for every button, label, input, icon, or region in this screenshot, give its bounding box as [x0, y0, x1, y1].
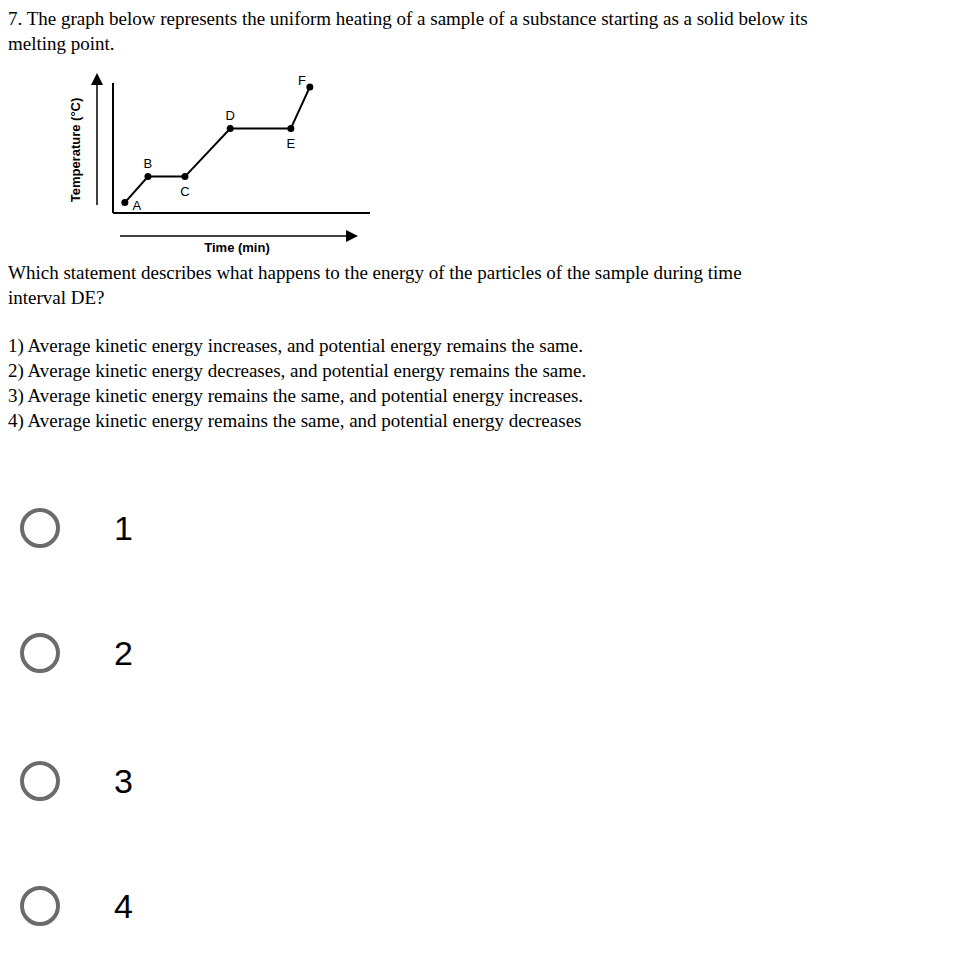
data-point — [144, 173, 151, 180]
plot-area — [121, 83, 313, 206]
option-line: 4) Average kinetic energy remains the sa… — [8, 410, 581, 432]
point-label: D — [225, 108, 234, 123]
data-point — [121, 199, 128, 206]
point-label: A — [132, 198, 141, 213]
x-axis-label: Time (min) — [204, 240, 270, 255]
point-label: E — [287, 136, 296, 151]
radio-button[interactable] — [20, 761, 60, 801]
radio-button[interactable] — [20, 508, 60, 548]
choice-label: 2 — [114, 633, 133, 673]
option-line: 2) Average kinetic energy decreases, and… — [8, 360, 586, 382]
intro-line: 7. The graph below represents the unifor… — [8, 8, 808, 30]
data-point — [227, 125, 234, 132]
heating-curve-chart: Temperature (°C) Time (min) A B C D E F — [0, 0, 973, 262]
intro-line: melting point. — [8, 33, 115, 55]
point-label: C — [180, 184, 189, 199]
data-point — [287, 125, 294, 132]
data-point — [181, 173, 188, 180]
choice-label: 1 — [114, 508, 133, 548]
option-line: 3) Average kinetic energy remains the sa… — [8, 385, 583, 407]
y-axis-label: Temperature (°C) — [68, 98, 83, 203]
x-arrow — [120, 235, 355, 237]
radio-button[interactable] — [20, 633, 60, 673]
heating-curve — [125, 87, 310, 203]
point-label: F — [298, 73, 306, 88]
prompt-line: interval DE? — [8, 287, 105, 309]
prompt-line: Which statement describes what happens t… — [8, 262, 742, 284]
point-label: B — [144, 156, 153, 171]
y-arrow — [96, 76, 98, 205]
data-point — [306, 83, 313, 90]
radio-button[interactable] — [20, 886, 60, 926]
option-line: 1) Average kinetic energy increases, and… — [8, 335, 583, 357]
y-axis — [112, 83, 114, 213]
x-axis — [113, 212, 370, 214]
choice-label: 3 — [114, 761, 133, 801]
choice-label: 4 — [114, 886, 133, 926]
